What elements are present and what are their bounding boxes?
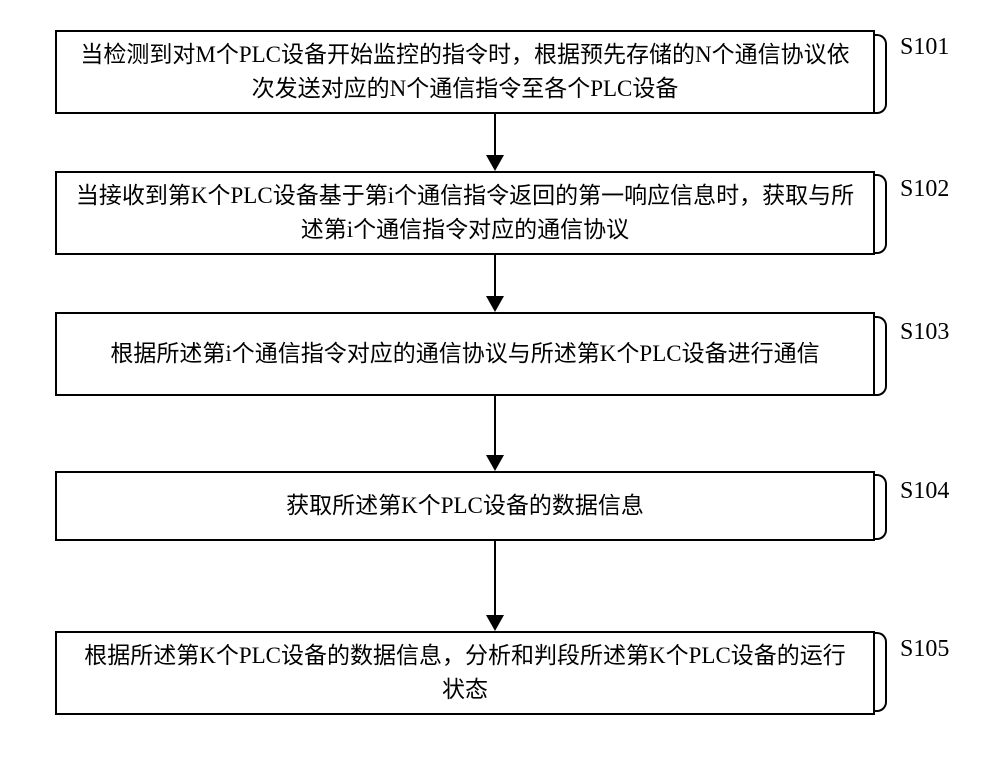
step-row-S105: 根据所述第K个PLC设备的数据信息，分析和判段所述第K个PLC设备的运行状态 [55,631,935,715]
step-text: 当检测到对M个PLC设备开始监控的指令时，根据预先存储的N个通信协议依次发送对应… [73,38,857,107]
step-row-S103: 根据所述第i个通信指令对应的通信协议与所述第K个PLC设备进行通信 [55,312,935,396]
arrow-head-icon [486,615,504,631]
step-box-S105: 根据所述第K个PLC设备的数据信息，分析和判段所述第K个PLC设备的运行状态 [55,631,875,715]
step-text: 当接收到第K个PLC设备基于第i个通信指令返回的第一响应信息时，获取与所述第i个… [73,179,857,248]
label-bracket-S103 [873,316,887,396]
connector-0 [55,114,935,171]
step-box-S101: 当检测到对M个PLC设备开始监控的指令时，根据预先存储的N个通信协议依次发送对应… [55,30,875,114]
arrow-line [494,114,496,156]
step-row-S101: 当检测到对M个PLC设备开始监控的指令时，根据预先存储的N个通信协议依次发送对应… [55,30,935,114]
arrow-line [494,255,496,297]
step-label-S103: S103 [900,319,949,346]
step-row-S102: 当接收到第K个PLC设备基于第i个通信指令返回的第一响应信息时，获取与所述第i个… [55,171,935,255]
label-bracket-S101 [873,34,887,114]
arrow-head-icon [486,455,504,471]
step-label-S105: S105 [900,636,949,663]
step-label-S102: S102 [900,176,949,203]
step-text: 根据所述第K个PLC设备的数据信息，分析和判段所述第K个PLC设备的运行状态 [73,639,857,708]
flowchart-container: 当检测到对M个PLC设备开始监控的指令时，根据预先存储的N个通信协议依次发送对应… [55,30,935,715]
step-label-S104: S104 [900,478,949,505]
step-box-S103: 根据所述第i个通信指令对应的通信协议与所述第K个PLC设备进行通信 [55,312,875,396]
arrow-line [494,541,496,616]
label-bracket-S102 [873,174,887,254]
step-label-S101: S101 [900,34,949,61]
label-bracket-S105 [873,632,887,712]
arrow-head-icon [486,155,504,171]
step-row-S104: 获取所述第K个PLC设备的数据信息 [55,471,935,541]
step-text: 根据所述第i个通信指令对应的通信协议与所述第K个PLC设备进行通信 [110,337,819,372]
step-box-S102: 当接收到第K个PLC设备基于第i个通信指令返回的第一响应信息时，获取与所述第i个… [55,171,875,255]
step-box-S104: 获取所述第K个PLC设备的数据信息 [55,471,875,541]
connector-3 [55,541,935,631]
connector-2 [55,396,935,471]
step-text: 获取所述第K个PLC设备的数据信息 [286,489,644,524]
connector-1 [55,255,935,312]
arrow-line [494,396,496,456]
label-bracket-S104 [873,474,887,540]
arrow-head-icon [486,296,504,312]
